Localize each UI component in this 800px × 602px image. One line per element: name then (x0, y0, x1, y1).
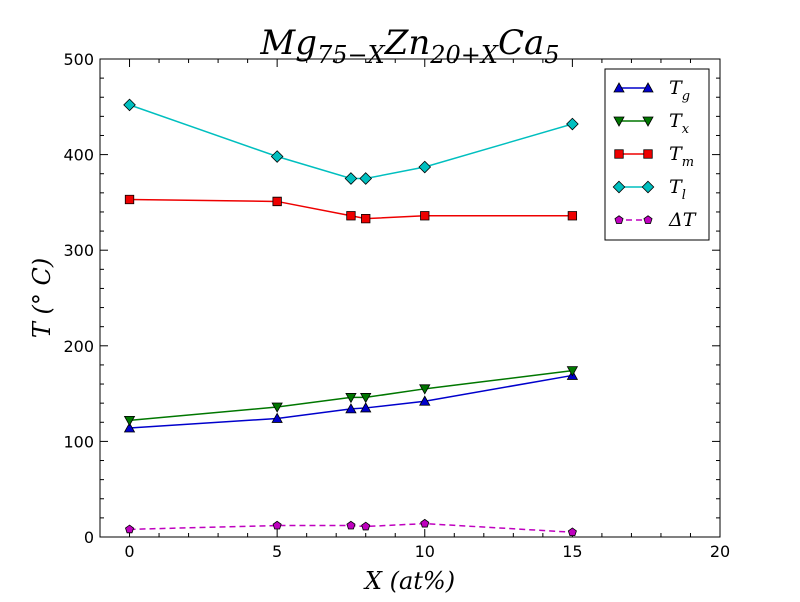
legend-marker (642, 116, 654, 127)
series-Tx (123, 366, 579, 427)
data-point (271, 402, 283, 413)
data-point (344, 172, 358, 185)
legend-marker (641, 180, 655, 194)
data-point (567, 527, 577, 537)
data-point (270, 150, 284, 163)
data-point (272, 196, 282, 207)
y-tick-label: 200 (63, 337, 94, 356)
series-line (129, 104, 573, 180)
series-Tg (123, 369, 579, 433)
legend: Tg Tx Tm Tl ΔT (604, 68, 710, 241)
legend-label: ΔT (668, 209, 697, 231)
legend-entry-ΔT: ΔT (614, 209, 697, 231)
y-tick-label: 500 (63, 50, 94, 69)
data-point (123, 422, 136, 433)
x-tick-label: 10 (415, 542, 435, 561)
y-axis-label: T (° C) (28, 258, 56, 338)
legend-entry-Tx: Tx (613, 110, 690, 137)
legend-marker (613, 116, 625, 127)
series-Tl (123, 98, 579, 185)
y-tick-label: 300 (63, 241, 94, 260)
data-point (124, 194, 135, 205)
data-point (123, 98, 136, 112)
series-line (129, 198, 573, 220)
data-point (345, 403, 357, 414)
legend-label: Tg (669, 77, 690, 104)
data-point (271, 412, 283, 423)
series-ΔT (125, 518, 577, 537)
series-line (129, 522, 573, 533)
data-point (360, 393, 372, 404)
legend-entry-Tl: Tl (612, 176, 686, 203)
legend-frame (604, 68, 710, 241)
chart-title: Mg75−XZn20+XCa5 (259, 23, 559, 69)
data-point (361, 214, 371, 224)
legend-label: Tx (669, 110, 690, 137)
data-point (346, 211, 356, 221)
plot-frame (99, 58, 721, 538)
series-line (129, 374, 573, 429)
data-point (420, 518, 430, 528)
y-tick-label: 400 (63, 146, 94, 165)
data-point (419, 384, 431, 395)
legend-marker (643, 215, 653, 224)
data-point (566, 366, 579, 377)
y-tick-label: 100 (63, 432, 94, 451)
data-point (567, 211, 578, 221)
data-point (419, 395, 431, 406)
series-layer (123, 98, 579, 537)
data-point (566, 117, 579, 131)
data-point (418, 160, 432, 174)
data-point (272, 520, 282, 530)
data-point (420, 211, 430, 221)
legend-marker (614, 149, 624, 159)
legend-marker (613, 82, 625, 93)
data-point (123, 415, 136, 427)
legend-entry-Tg: Tg (613, 77, 690, 104)
legend-label: Tm (669, 143, 694, 170)
series-line (129, 369, 573, 422)
legend-marker (642, 82, 654, 93)
data-point (345, 393, 357, 404)
data-point (125, 524, 135, 534)
x-tick-label: 0 (124, 542, 134, 561)
legend-marker (614, 215, 624, 224)
data-point (359, 172, 373, 185)
legend-marker (643, 149, 653, 159)
legend-entry-Tm: Tm (614, 143, 694, 170)
legend-marker (612, 180, 626, 194)
series-Tm (124, 194, 578, 224)
legend-label: Tl (669, 176, 686, 203)
data-point (346, 520, 356, 530)
x-tick-label: 5 (272, 542, 282, 561)
y-tick-label: 0 (84, 528, 94, 547)
data-point (360, 402, 372, 413)
x-tick-label: 20 (710, 542, 730, 561)
data-point (361, 521, 371, 531)
x-tick-label: 15 (562, 542, 582, 561)
x-axis-label: X (at%) (363, 567, 455, 595)
